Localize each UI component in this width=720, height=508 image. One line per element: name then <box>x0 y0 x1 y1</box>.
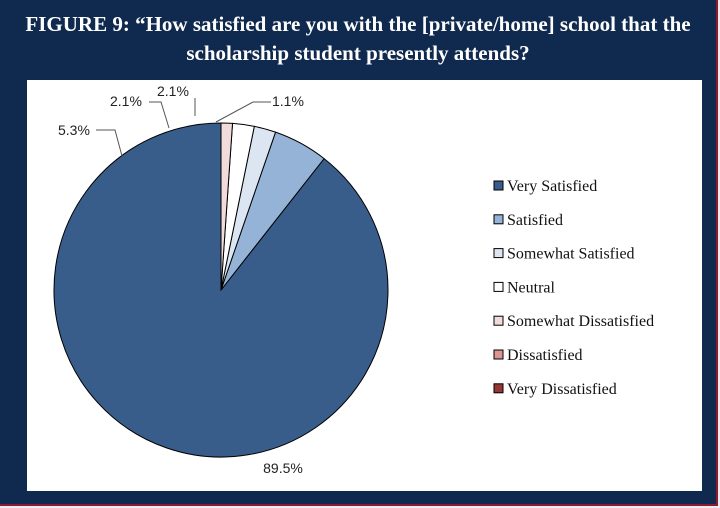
title-line-1: FIGURE 9: “How satisfied are you with th… <box>25 12 691 36</box>
legend-label-satisfied: Satisfied <box>507 212 563 229</box>
leader-line-somewhat-dissatisfied <box>215 101 271 123</box>
chart-panel: 89.5% 5.3% 2.1% 2.1% 1.1% Very Satisfied Satis… <box>27 80 702 491</box>
legend-swatch-satisfied <box>493 214 504 225</box>
legend-swatch-neutral <box>493 281 504 292</box>
legend-swatch-very-satisfied <box>493 180 504 191</box>
data-label-very-satisfied: 89.5% <box>263 460 303 476</box>
legend-label-somewhat-satisfied: Somewhat Satisfied <box>507 246 635 263</box>
legend-label-somewhat-dissatisfied: Somewhat Dissatisfied <box>507 313 654 330</box>
data-label-somewhat-dissatisfied: 1.1% <box>272 93 304 109</box>
legend-label-neutral: Neutral <box>507 279 556 296</box>
legend-swatch-somewhat-satisfied <box>493 248 504 259</box>
data-label-neutral: 2.1% <box>157 83 189 99</box>
leader-line-satisfied <box>96 129 123 157</box>
legend-swatch-somewhat-dissatisfied <box>493 315 504 326</box>
data-label-somewhat-satisfied: 2.1% <box>110 93 142 109</box>
legend-label-very-satisfied: Very Satisfied <box>507 178 597 195</box>
legend-swatch-dissatisfied <box>493 349 504 360</box>
pie-chart: 89.5% 5.3% 2.1% 2.1% 1.1% Very Satisfied Satis… <box>53 83 654 476</box>
legend-label-dissatisfied: Dissatisfied <box>507 347 583 364</box>
title-line-2: scholarship student presently attends? <box>186 41 530 65</box>
pie-slice-somewhat-dissatisfied <box>220 122 234 291</box>
legend-label-very-dissatisfied: Very Dissatisfied <box>507 381 617 398</box>
legend-swatch-very-dissatisfied <box>493 383 504 394</box>
leader-line-somewhat-satisfied <box>149 101 170 129</box>
data-label-satisfied: 5.3% <box>58 122 90 138</box>
figure-title: FIGURE 9: “How satisfied are you with th… <box>0 10 716 68</box>
